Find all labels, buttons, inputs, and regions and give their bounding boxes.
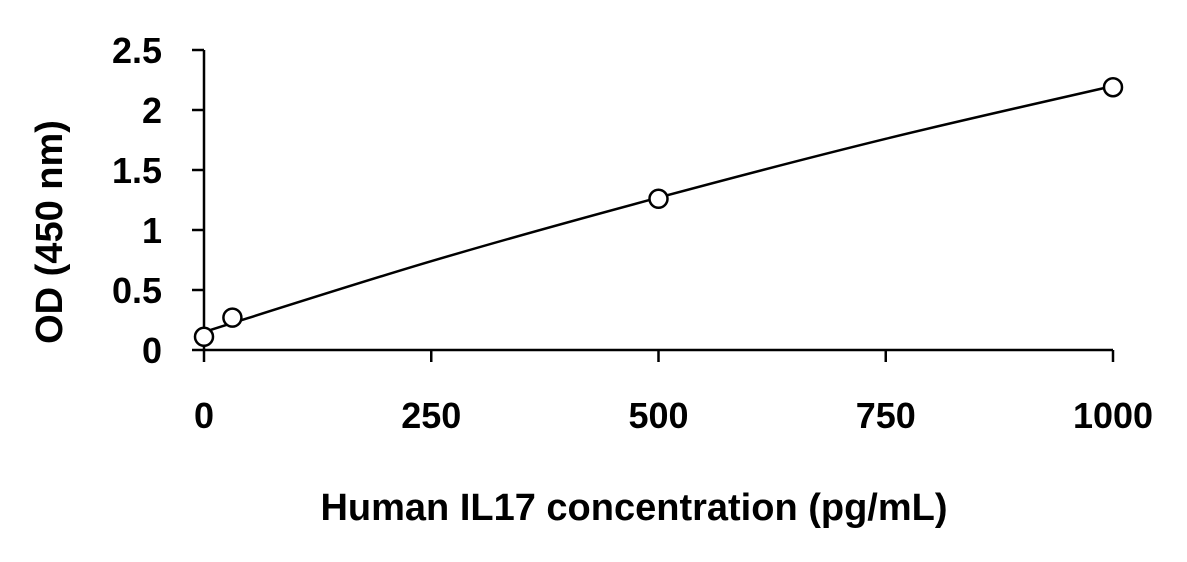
data-point bbox=[193, 326, 215, 348]
y-axis-title: OD (450 nm) bbox=[29, 120, 71, 344]
x-ticks: 0 250 500 750 1000 bbox=[194, 350, 1153, 436]
data-point bbox=[648, 188, 669, 210]
y-tick-label: 0.5 bbox=[112, 270, 162, 311]
y-tick-label: 2.5 bbox=[112, 30, 162, 71]
y-tick-label: 2 bbox=[142, 90, 162, 131]
x-tick-label: 1000 bbox=[1073, 395, 1153, 436]
y-ticks: 0 0.5 1 1.5 2 2.5 bbox=[112, 30, 204, 371]
data-point bbox=[222, 307, 243, 328]
x-tick-label: 500 bbox=[628, 395, 688, 436]
data-points bbox=[193, 76, 1124, 348]
x-tick-label: 0 bbox=[194, 395, 214, 436]
y-tick-label: 1.5 bbox=[112, 150, 162, 191]
x-tick-label: 750 bbox=[856, 395, 916, 436]
y-tick-label: 0 bbox=[142, 330, 162, 371]
x-axis-title: Human IL17 concentration (pg/mL) bbox=[320, 487, 947, 529]
y-tick-label: 1 bbox=[142, 210, 162, 251]
data-point bbox=[1102, 76, 1124, 98]
x-tick-label: 250 bbox=[401, 395, 461, 436]
